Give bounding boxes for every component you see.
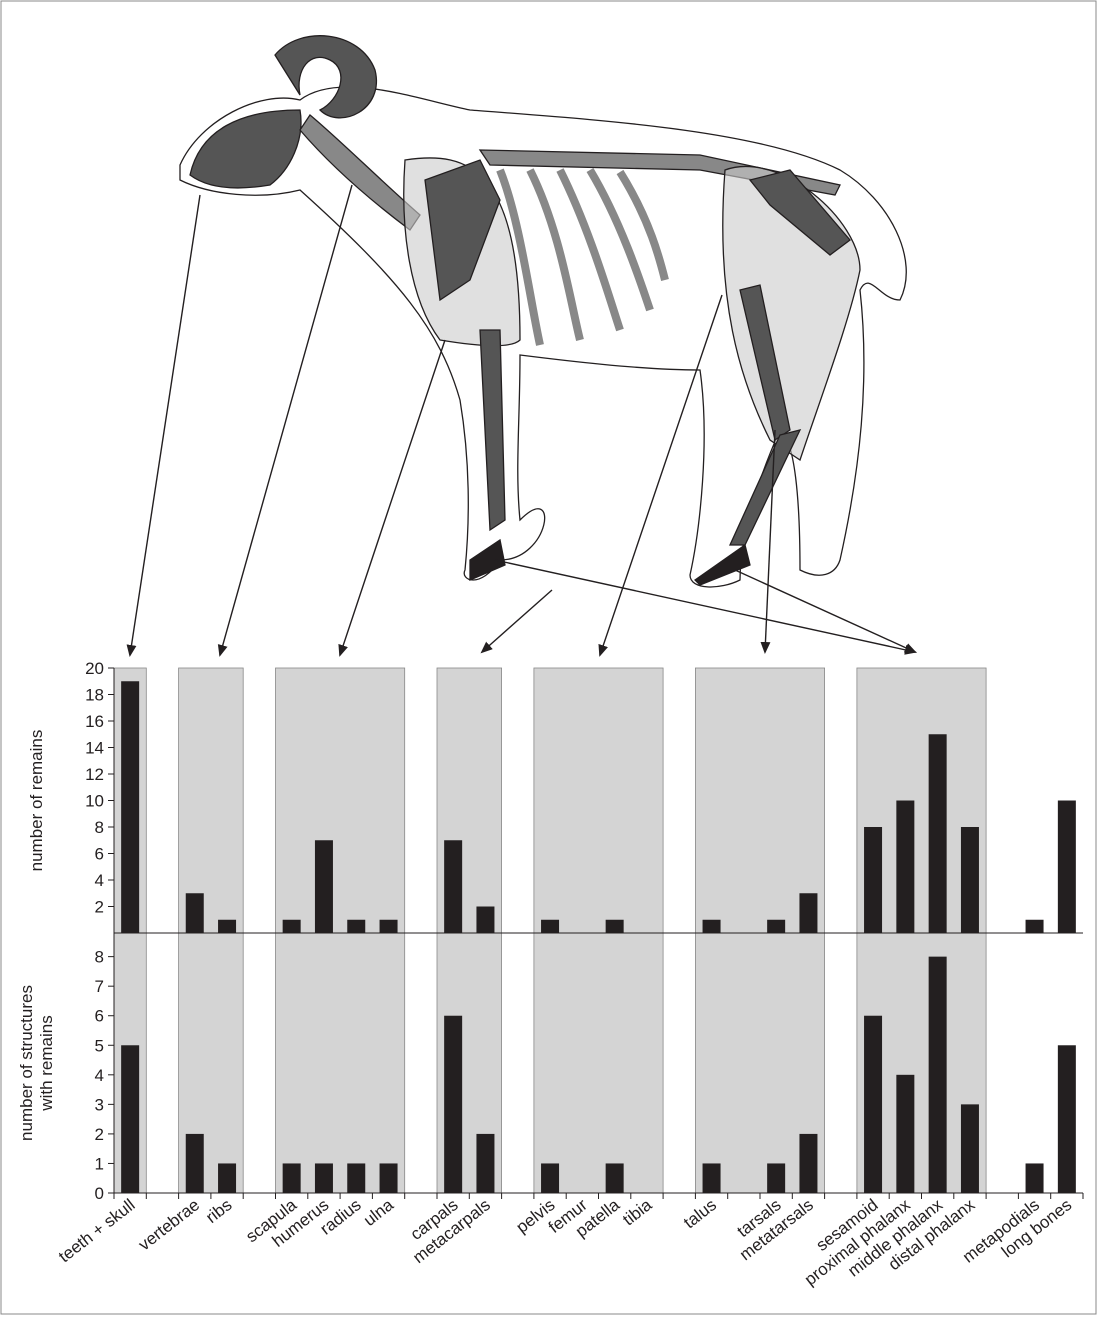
bar xyxy=(799,1133,818,1193)
bar xyxy=(1025,1163,1044,1193)
bar xyxy=(799,893,818,933)
bar xyxy=(960,827,979,933)
bar xyxy=(605,1163,624,1193)
y-tick-label: 16 xyxy=(85,712,104,731)
bar xyxy=(702,1163,721,1193)
bar xyxy=(476,906,495,933)
bar xyxy=(1057,1045,1076,1193)
y-tick-label: 3 xyxy=(95,1095,104,1114)
y-tick-label: 7 xyxy=(95,977,104,996)
y-tick-label: 2 xyxy=(95,898,104,917)
bar xyxy=(476,1133,495,1193)
y-tick-label: 10 xyxy=(85,792,104,811)
y-tick-label: 6 xyxy=(95,1007,104,1026)
bar xyxy=(379,919,398,933)
bar xyxy=(928,734,947,933)
bar xyxy=(605,919,624,933)
bar xyxy=(960,1104,979,1193)
y-axis-title: number of remains xyxy=(27,730,46,872)
y-tick-label: 14 xyxy=(85,739,104,758)
bar xyxy=(864,1015,883,1193)
y-tick-label: 2 xyxy=(95,1125,104,1144)
bar xyxy=(541,1163,560,1193)
bar xyxy=(347,919,366,933)
bar xyxy=(121,1045,140,1193)
y-tick-label: 8 xyxy=(95,948,104,967)
bar xyxy=(541,919,560,933)
y-axis-title: number of structureswith remains xyxy=(17,985,56,1141)
y-tick-label: 4 xyxy=(95,871,104,890)
y-tick-label: 1 xyxy=(95,1154,104,1173)
y-tick-label: 12 xyxy=(85,765,104,784)
bar xyxy=(282,1163,301,1193)
bar xyxy=(347,1163,366,1193)
bar xyxy=(314,1163,333,1193)
bar xyxy=(185,893,204,933)
bar xyxy=(767,1163,786,1193)
y-tick-label: 0 xyxy=(95,1184,104,1203)
y-tick-label: 20 xyxy=(85,659,104,678)
bar xyxy=(185,1133,204,1193)
bar xyxy=(896,1074,915,1193)
y-tick-label: 5 xyxy=(95,1036,104,1055)
bar xyxy=(218,1163,237,1193)
bar xyxy=(1025,919,1044,933)
arrows xyxy=(126,184,917,657)
bar xyxy=(767,919,786,933)
y-tick-label: 6 xyxy=(95,845,104,864)
bar xyxy=(1057,800,1076,933)
bar xyxy=(444,840,463,933)
y-tick-label: 4 xyxy=(95,1066,104,1085)
y-tick-label: 8 xyxy=(95,818,104,837)
sheep-illustration xyxy=(179,35,907,588)
bar xyxy=(121,681,140,933)
bar xyxy=(314,840,333,933)
bar xyxy=(444,1015,463,1193)
bar xyxy=(379,1163,398,1193)
bar xyxy=(896,800,915,933)
bar xyxy=(702,919,721,933)
bar xyxy=(928,956,947,1193)
bar xyxy=(282,919,301,933)
bar xyxy=(218,919,237,933)
y-tick-label: 18 xyxy=(85,686,104,705)
bar xyxy=(864,827,883,933)
